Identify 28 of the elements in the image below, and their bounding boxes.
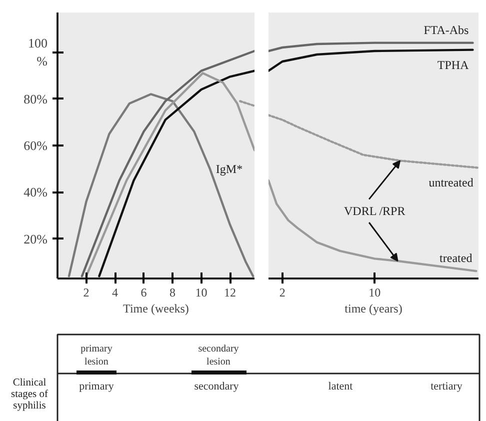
text: secondary <box>194 380 240 392</box>
series-label: FTA-Abs <box>424 22 470 37</box>
x-axis-title: time (years) <box>344 302 402 316</box>
x-tick-label: 10 <box>368 286 381 300</box>
text: primary <box>79 380 114 392</box>
text: primary lesion <box>80 343 112 368</box>
annotation: VDRL /RPR <box>344 204 406 218</box>
x-tick-label: 8 <box>170 286 176 300</box>
x-tick-label: 2 <box>83 286 90 300</box>
series-label: IgM* <box>216 162 243 176</box>
text: secondary lesion <box>198 343 239 368</box>
y-tick-label: 20% <box>24 231 48 246</box>
x-axis-title: Time (weeks) <box>123 302 189 316</box>
x-tick-label: 2 <box>279 286 286 300</box>
y-tick-label: 40% <box>24 184 48 200</box>
x-tick-label: 6 <box>140 286 147 300</box>
y-tick-label: 100 % <box>28 36 48 69</box>
x-tick-label: 12 <box>224 286 236 300</box>
text: tertiary <box>430 380 463 392</box>
y-tick-label: 80% <box>24 91 48 106</box>
x-tick-label: 10 <box>195 286 208 300</box>
text: Clinical stages of syphilis <box>10 377 49 412</box>
series-label: untreated <box>428 176 474 190</box>
y-tick-label: 60% <box>24 138 48 153</box>
series-label: treated <box>440 251 472 266</box>
x-tick-label: 4 <box>112 286 118 300</box>
series-label: TPHA <box>437 58 470 72</box>
text: latent <box>328 380 353 392</box>
